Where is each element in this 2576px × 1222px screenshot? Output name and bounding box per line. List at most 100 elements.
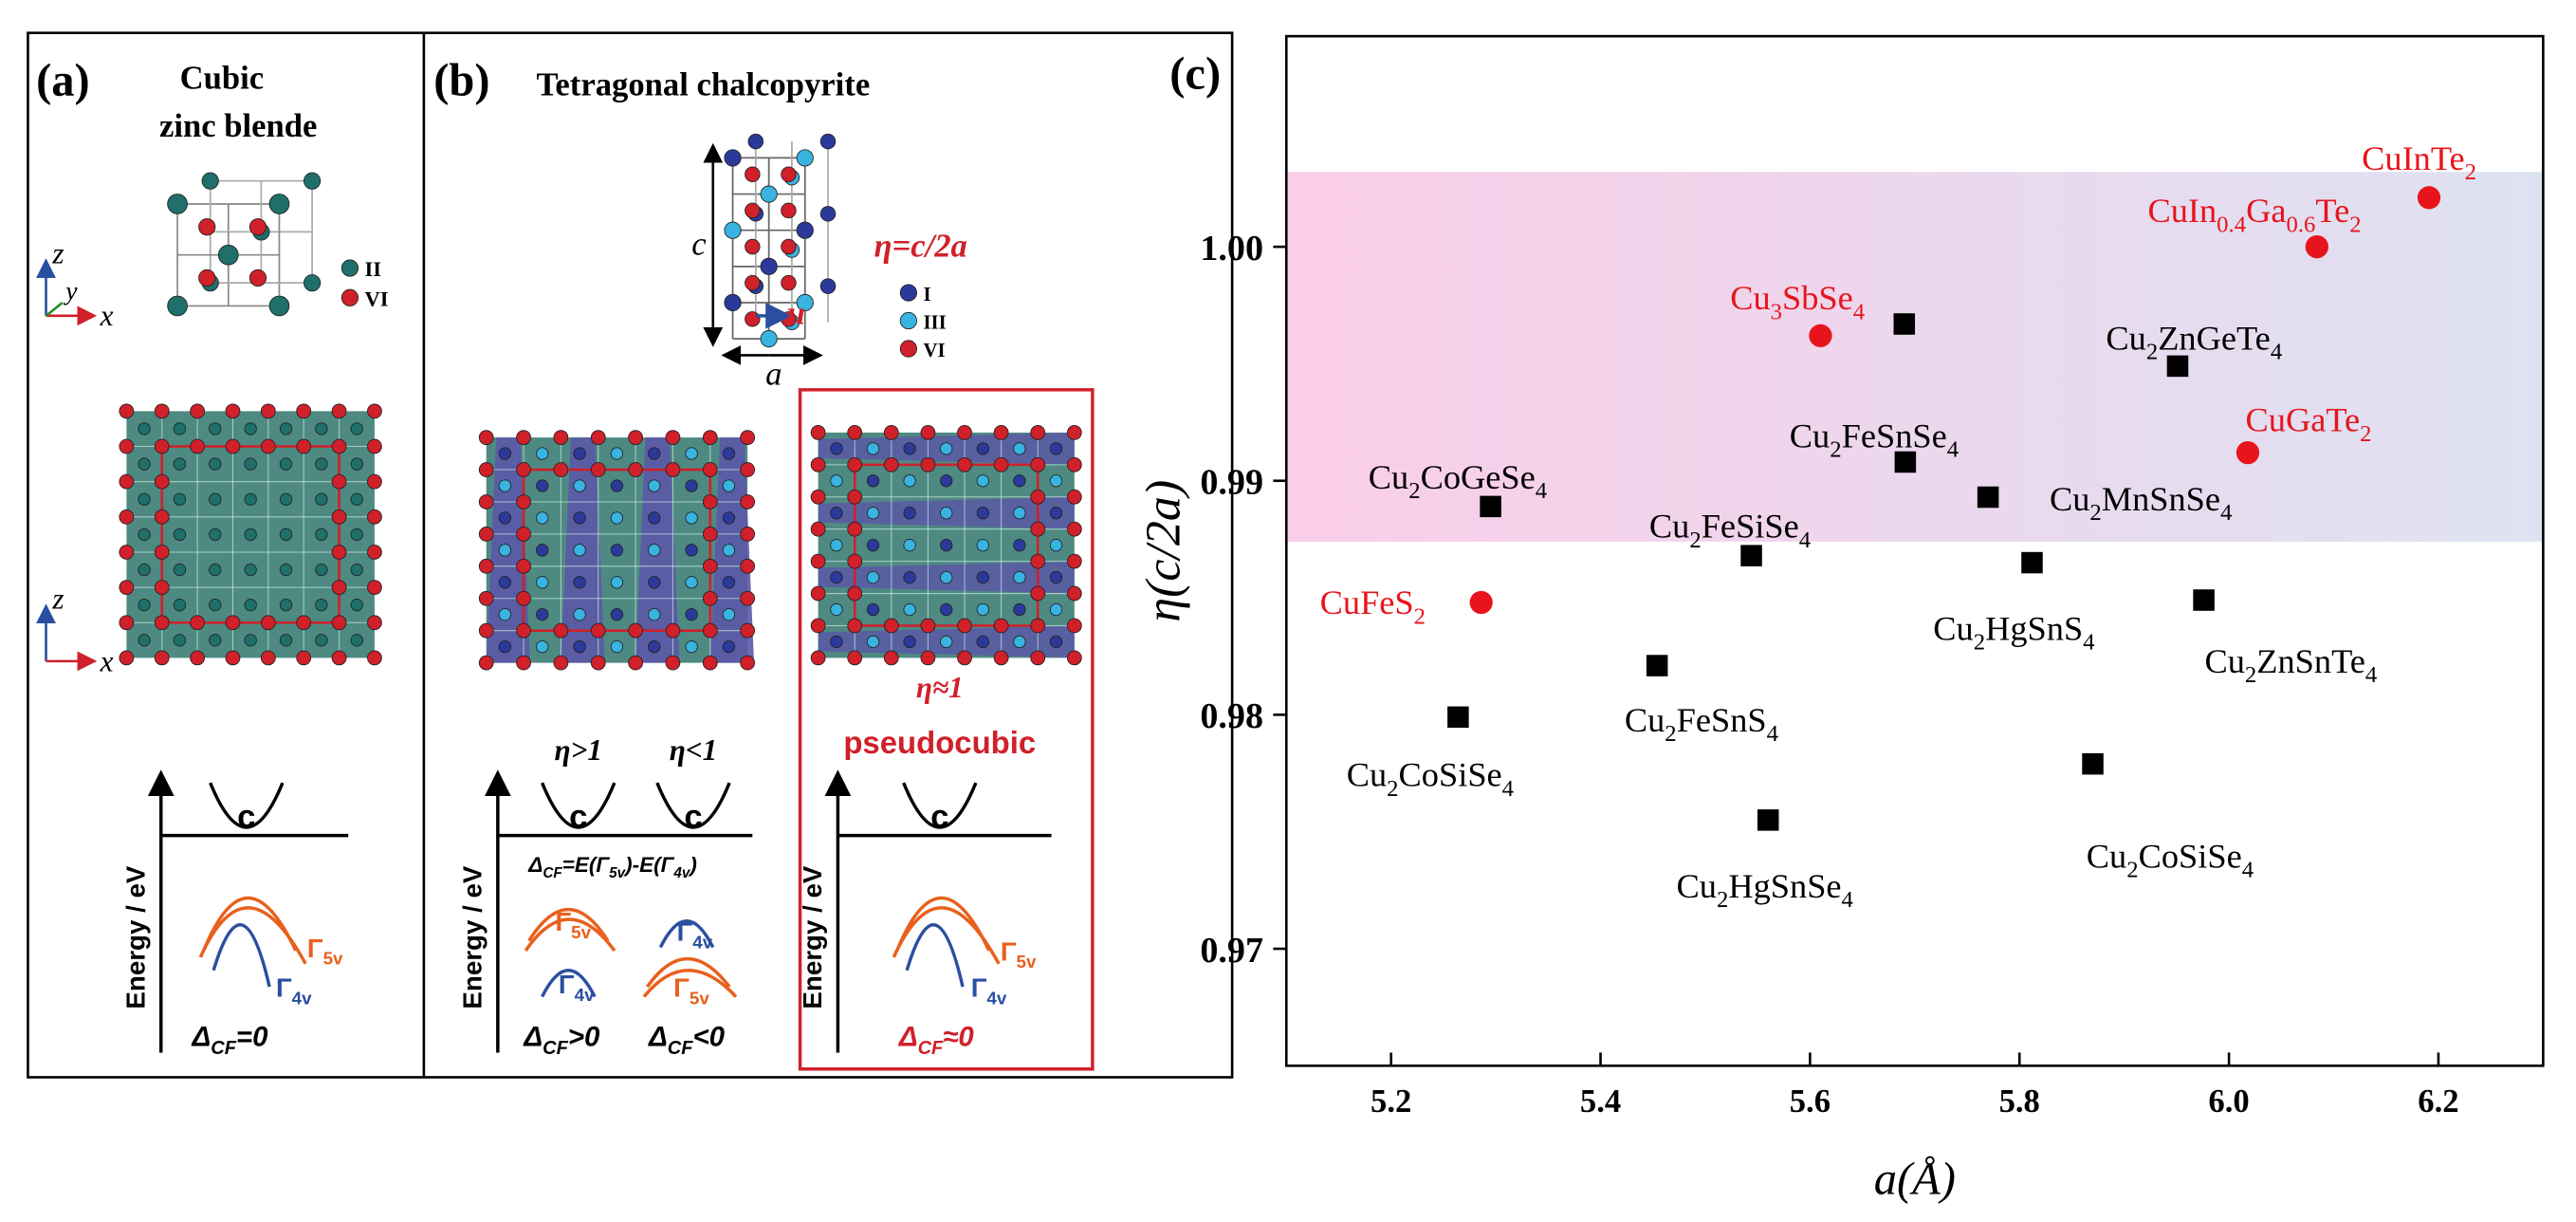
atom [648, 608, 661, 621]
atom [590, 622, 606, 639]
data-point [2082, 752, 2104, 775]
atom [279, 457, 293, 471]
x-tick-label: 5.6 [1790, 1083, 1831, 1120]
atom [903, 570, 916, 584]
atom [138, 528, 151, 542]
atom [819, 206, 837, 222]
subscript: 4 [1947, 437, 1959, 463]
atom [685, 511, 698, 525]
data-point [1977, 486, 1999, 509]
cell-label: u [787, 295, 805, 331]
atom [810, 618, 826, 634]
text-part: SbSe [1782, 279, 1853, 317]
atom [628, 430, 643, 446]
atom [957, 650, 972, 666]
data-point [2417, 186, 2441, 210]
atom [304, 172, 322, 190]
atom [847, 585, 863, 602]
atom [573, 511, 586, 525]
atom [866, 507, 880, 520]
subscript: 0.4 [2217, 212, 2246, 237]
text-part: HgSnSe [1728, 867, 1841, 905]
atom [610, 447, 624, 460]
text-part: Γ [673, 972, 690, 1002]
subscript: 4 [1799, 528, 1811, 553]
atom [154, 650, 170, 666]
atom [976, 507, 989, 520]
atom [498, 544, 512, 557]
atom [119, 438, 135, 454]
text-part: Te [2315, 192, 2349, 230]
atom [648, 576, 661, 589]
atom [1013, 635, 1026, 649]
text-part: <0 [692, 1022, 725, 1053]
data-point [1893, 313, 1916, 335]
atom [244, 492, 257, 506]
atom [154, 545, 170, 560]
atom [976, 570, 989, 584]
atom [976, 635, 989, 649]
text-part: Cu [2050, 480, 2089, 518]
atom [553, 655, 569, 671]
atom [740, 527, 756, 542]
atom [350, 599, 363, 612]
atom [367, 438, 382, 454]
atom [810, 425, 826, 440]
atom [190, 650, 205, 666]
text-part: Δ [523, 1022, 543, 1053]
atom [244, 422, 257, 435]
x-axis-label: a(Å) [1874, 1155, 1956, 1205]
band-label: Γ4v [677, 917, 713, 953]
atom [367, 403, 382, 419]
atom [1013, 442, 1026, 455]
atom [478, 494, 494, 509]
atom [296, 650, 312, 666]
atom [830, 602, 843, 617]
atom [722, 639, 736, 654]
case-label: η<1 [670, 733, 717, 767]
atom [830, 635, 843, 649]
subscript: 4v [672, 865, 690, 881]
atom [244, 528, 257, 542]
atom [173, 422, 187, 435]
cell-arrows [703, 142, 823, 365]
data-point [1740, 545, 1762, 566]
subscript: 4 [1853, 299, 1865, 324]
atom [702, 462, 718, 477]
data-point [1646, 655, 1668, 676]
atom [367, 509, 382, 525]
y-tick-label: 1.00 [1200, 229, 1263, 268]
atom [573, 608, 586, 621]
data-point [2236, 441, 2260, 465]
text-part: Cu [1369, 458, 1408, 496]
atom [209, 634, 222, 647]
atom [217, 244, 239, 266]
atom [830, 442, 843, 455]
atom [498, 479, 512, 492]
atom [903, 538, 916, 552]
atom [1013, 570, 1026, 584]
atom [209, 422, 222, 435]
atom [154, 615, 170, 631]
atom [498, 511, 512, 525]
text-part: ZnGeTe [2158, 320, 2271, 358]
atom [1013, 507, 1026, 520]
subscript: CF [211, 1038, 236, 1059]
atom [573, 447, 586, 460]
x-tick-label: 5.8 [1999, 1083, 2040, 1120]
atom [976, 602, 989, 617]
subscript: 4v [692, 932, 712, 952]
atom [760, 257, 778, 275]
text-part: Γ [1001, 936, 1017, 966]
atom [722, 576, 736, 589]
cell-label: c [691, 227, 706, 263]
atom [648, 511, 661, 525]
atom [198, 268, 216, 287]
atom [516, 558, 531, 574]
band-label: Γ5v [555, 907, 591, 942]
data-point [2166, 355, 2189, 378]
atom [976, 442, 989, 455]
atom [167, 194, 188, 214]
atom [244, 457, 257, 471]
